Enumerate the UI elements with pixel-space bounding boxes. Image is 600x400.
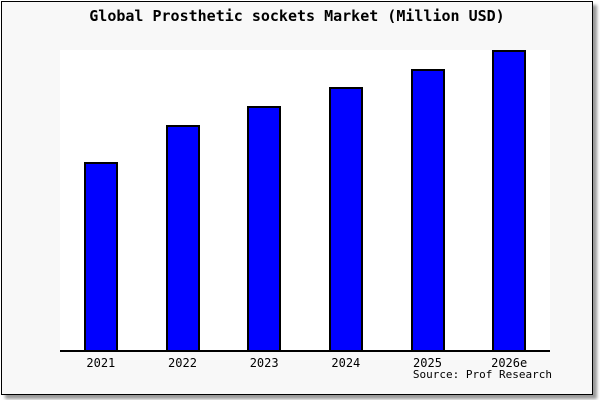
bar-2021 [83, 162, 118, 350]
chart-frame: Global Prosthetic sockets Market (Millio… [1, 1, 593, 395]
x-tick-label: 2022 [168, 356, 197, 370]
bar-2023 [247, 106, 282, 350]
chart-title: Global Prosthetic sockets Market (Millio… [89, 7, 505, 25]
x-tick-label: 2026e [491, 356, 528, 370]
bar-2022 [165, 125, 200, 350]
x-tick-label: 2023 [249, 356, 279, 370]
x-axis-labels: 2021 2022 2023 2024 2025 2026e [60, 356, 550, 372]
bar-2024 [328, 87, 363, 350]
x-tick-label: 2025 [413, 356, 442, 370]
x-tick-label: 2021 [86, 356, 116, 370]
source-label: Source: Prof Research [412, 368, 552, 381]
bar-2025 [410, 69, 445, 350]
x-tick-label: 2024 [331, 356, 361, 370]
plot-area [60, 50, 550, 352]
bar-2026e [492, 50, 527, 350]
